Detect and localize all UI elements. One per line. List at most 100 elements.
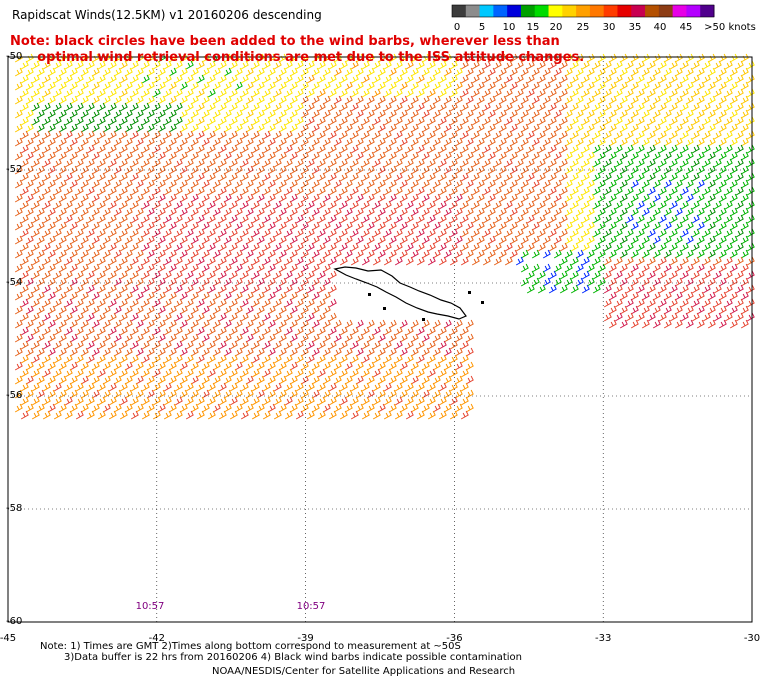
wind-barb: [537, 102, 546, 112]
wind-barb: [553, 207, 562, 217]
wind-barb: [86, 340, 95, 350]
wind-barb: [476, 179, 485, 189]
wind-barb: [130, 102, 139, 112]
wind-barb: [80, 389, 89, 399]
wind-barb: [157, 123, 166, 133]
wind-barb: [163, 340, 172, 350]
wind-barb: [146, 347, 155, 357]
wind-barb: [608, 319, 617, 329]
wind-barb: [201, 403, 210, 413]
wind-barb: [680, 284, 689, 294]
wind-barb: [729, 277, 738, 287]
wind-barb: [454, 361, 463, 371]
wind-barb: [130, 298, 139, 308]
wind-barb: [570, 200, 579, 210]
wind-barb: [322, 249, 331, 259]
contamination-note: Note: black circles have been added to t…: [10, 34, 584, 66]
wind-barb: [201, 193, 210, 203]
wind-barb: [658, 256, 667, 266]
wind-barb: [185, 172, 194, 182]
wind-barb: [69, 123, 78, 133]
wind-barb: [652, 235, 661, 245]
wind-barb: [619, 165, 628, 175]
wind-barb: [427, 340, 436, 350]
wind-barb: [328, 242, 337, 252]
wind-barb: [707, 263, 716, 273]
wind-barb: [251, 410, 260, 420]
wind-barb: [669, 228, 678, 238]
wind-barb: [262, 130, 271, 140]
wind-barb: [289, 291, 298, 301]
wind-barb: [333, 235, 342, 245]
wind-barb: [394, 326, 403, 336]
wind-barb: [20, 116, 29, 126]
wind-barb: [42, 102, 51, 112]
wind-barb: [36, 193, 45, 203]
wind-barbs-layer: [14, 53, 755, 420]
wind-barb: [652, 137, 661, 147]
wind-barb: [669, 88, 678, 98]
wind-barb: [141, 102, 150, 112]
wind-barb: [240, 396, 249, 406]
wind-barb: [152, 130, 161, 140]
wind-barb: [663, 165, 672, 175]
wind-barb: [223, 291, 232, 301]
wind-barb: [64, 410, 73, 420]
wind-barb: [289, 179, 298, 189]
wind-barb: [685, 109, 694, 119]
wind-barb: [20, 312, 29, 322]
wind-barb: [465, 81, 474, 91]
wind-barb: [311, 221, 320, 231]
wind-barb: [157, 263, 166, 273]
wind-barb: [234, 81, 243, 91]
wind-barb: [652, 67, 661, 77]
wind-barb: [388, 347, 397, 357]
wind-barb: [399, 67, 408, 77]
wind-barb: [108, 368, 117, 378]
wind-barb: [685, 123, 694, 133]
wind-barb: [724, 60, 733, 70]
wind-barb: [80, 207, 89, 217]
wind-barb: [526, 102, 535, 112]
wind-barb: [53, 326, 62, 336]
wind-barb: [185, 74, 194, 84]
wind-barb: [267, 305, 276, 315]
wind-barb: [350, 228, 359, 238]
wind-barb: [91, 319, 100, 329]
wind-barb: [449, 186, 458, 196]
wind-barb: [14, 123, 23, 133]
wind-barb: [674, 123, 683, 133]
wind-barb: [669, 186, 678, 196]
wind-barb: [196, 214, 205, 224]
wind-barb: [619, 123, 628, 133]
wind-barb: [311, 123, 320, 133]
wind-barb: [251, 298, 260, 308]
wind-barb: [157, 235, 166, 245]
wind-barb: [58, 151, 67, 161]
wind-barb: [53, 144, 62, 154]
wind-barb: [344, 109, 353, 119]
wind-barb: [240, 298, 249, 308]
wind-barb: [328, 382, 337, 392]
wind-barb: [185, 116, 194, 126]
wind-barb: [383, 200, 392, 210]
wind-barb: [168, 151, 177, 161]
wind-barb: [278, 277, 287, 287]
wind-barb: [311, 207, 320, 217]
wind-barb: [476, 123, 485, 133]
wind-barb: [636, 60, 645, 70]
wind-barb: [548, 130, 557, 140]
wind-barb: [493, 242, 502, 252]
wind-barb: [273, 326, 282, 336]
wind-barb: [278, 81, 287, 91]
wind-barb: [680, 130, 689, 140]
wind-barb: [443, 179, 452, 189]
wind-barb: [322, 305, 331, 315]
wind-barb: [317, 74, 326, 84]
wind-barb: [322, 333, 331, 343]
wind-barb: [322, 347, 331, 357]
wind-barb: [311, 193, 320, 203]
wind-barb: [454, 95, 463, 105]
wind-barb: [31, 214, 40, 224]
wind-barb: [190, 347, 199, 357]
